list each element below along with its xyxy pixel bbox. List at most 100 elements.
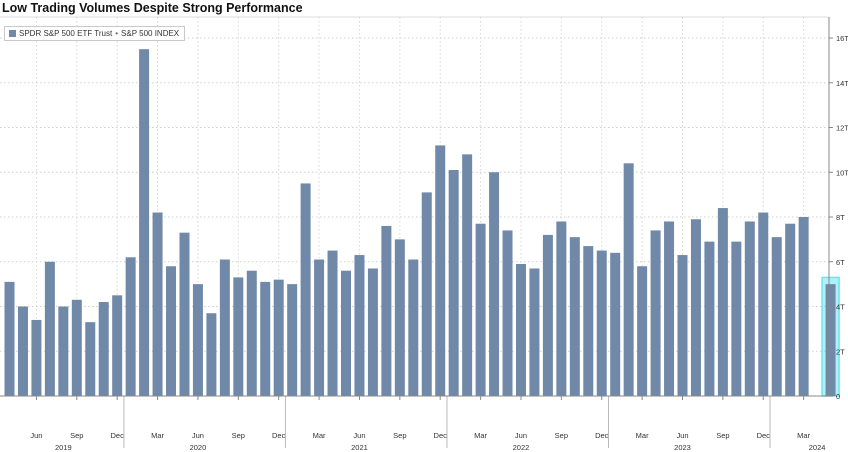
x-month-label: Dec <box>757 431 771 440</box>
x-year-label: 2020 <box>190 443 207 452</box>
bar <box>421 192 432 396</box>
x-month-label: Dec <box>595 431 609 440</box>
bar <box>798 217 809 396</box>
x-month-label: Jun <box>353 431 365 440</box>
bar <box>4 281 15 396</box>
x-month-label: Sep <box>716 431 729 440</box>
bar <box>314 259 325 396</box>
x-month-label: Sep <box>555 431 568 440</box>
bar <box>85 322 96 396</box>
x-month-label: Jun <box>30 431 42 440</box>
y-axis: 0 2T 4T 6T 8T 10T 12T 14T 16T <box>828 17 848 401</box>
bar <box>542 234 553 396</box>
bar <box>650 230 661 396</box>
x-month-label: Mar <box>636 431 649 440</box>
bar <box>771 237 782 396</box>
bar <box>192 284 203 396</box>
y-tick-label: 0 <box>836 392 840 401</box>
bar <box>717 208 728 396</box>
bar <box>408 259 419 396</box>
bar <box>556 221 567 396</box>
x-year-label: 2024 <box>809 443 826 452</box>
bar <box>125 257 136 396</box>
bar <box>260 281 271 396</box>
bar <box>704 241 715 396</box>
bar <box>341 270 351 396</box>
x-month-label: Sep <box>232 431 245 440</box>
x-month-label: Jun <box>676 431 688 440</box>
bar <box>462 154 473 396</box>
bar <box>394 239 405 396</box>
bar <box>354 255 365 396</box>
y-tick-label: 10T <box>836 168 848 177</box>
bar <box>112 295 123 396</box>
x-year-label: 2019 <box>55 443 72 452</box>
bar <box>166 266 177 396</box>
x-month-label: Jun <box>192 431 204 440</box>
bar <box>690 219 701 396</box>
x-month-label: Sep <box>393 431 406 440</box>
bar <box>98 302 109 396</box>
bar <box>179 232 190 396</box>
bar <box>515 263 526 396</box>
bar <box>664 221 675 396</box>
x-month-label: Mar <box>151 431 164 440</box>
bar <box>825 284 836 396</box>
x-month-label: Dec <box>434 431 448 440</box>
x-month-label: Jun <box>515 431 527 440</box>
y-tick-label: 6T <box>836 258 845 267</box>
x-year-label: 2022 <box>513 443 530 452</box>
legend-bullet: • <box>115 29 119 38</box>
bar <box>569 237 580 396</box>
bar <box>637 266 648 396</box>
bar <box>758 212 769 396</box>
x-month-label: Mar <box>474 431 487 440</box>
bar <box>273 279 284 396</box>
gridlines <box>0 16 829 397</box>
legend-swatch-spdr <box>9 30 16 37</box>
bar <box>300 183 311 396</box>
bar <box>785 223 796 396</box>
bar <box>139 49 150 396</box>
bar <box>219 259 230 396</box>
bar <box>610 252 621 396</box>
bar <box>623 163 634 396</box>
y-tick-label: 2T <box>836 347 845 356</box>
x-year-label: 2023 <box>674 443 691 452</box>
x-month-label: Dec <box>111 431 125 440</box>
x-month-label: Mar <box>797 431 810 440</box>
bar <box>206 313 217 396</box>
y-tick-label: 14T <box>836 79 848 88</box>
y-tick-label: 8T <box>836 213 845 222</box>
bar <box>475 223 486 396</box>
bar <box>596 250 607 396</box>
bar <box>287 284 298 396</box>
bar <box>31 319 42 396</box>
y-tick-label: 12T <box>836 124 848 133</box>
y-tick-label: 16T <box>836 34 848 43</box>
x-month-label: Mar <box>313 431 326 440</box>
x-month-label: Sep <box>70 431 83 440</box>
bar <box>529 268 540 396</box>
bar <box>71 299 82 396</box>
bar <box>448 170 459 396</box>
bar <box>677 255 688 396</box>
x-axis: Jun Sep Dec Mar Jun Sep Dec Mar Jun Sep Dec Mar Jun S… <box>0 395 829 452</box>
legend-label-spx: S&P 500 INDEX <box>121 29 180 38</box>
bar <box>367 268 378 396</box>
chart-title: Low Trading Volumes Despite Strong Perfo… <box>2 1 303 15</box>
bar <box>327 250 338 396</box>
bar <box>44 261 55 396</box>
bar <box>435 145 446 396</box>
bar <box>731 241 742 396</box>
legend: SPDR S&P 500 ETF Trust • S&P 500 INDEX <box>4 26 186 41</box>
legend-label-spdr: SPDR S&P 500 ETF Trust <box>19 29 113 38</box>
bar <box>502 230 513 396</box>
x-month-label: Dec <box>272 431 286 440</box>
bar <box>246 270 257 396</box>
bar <box>583 246 594 396</box>
bar <box>744 221 755 396</box>
bars <box>4 49 836 396</box>
bar <box>152 212 163 396</box>
